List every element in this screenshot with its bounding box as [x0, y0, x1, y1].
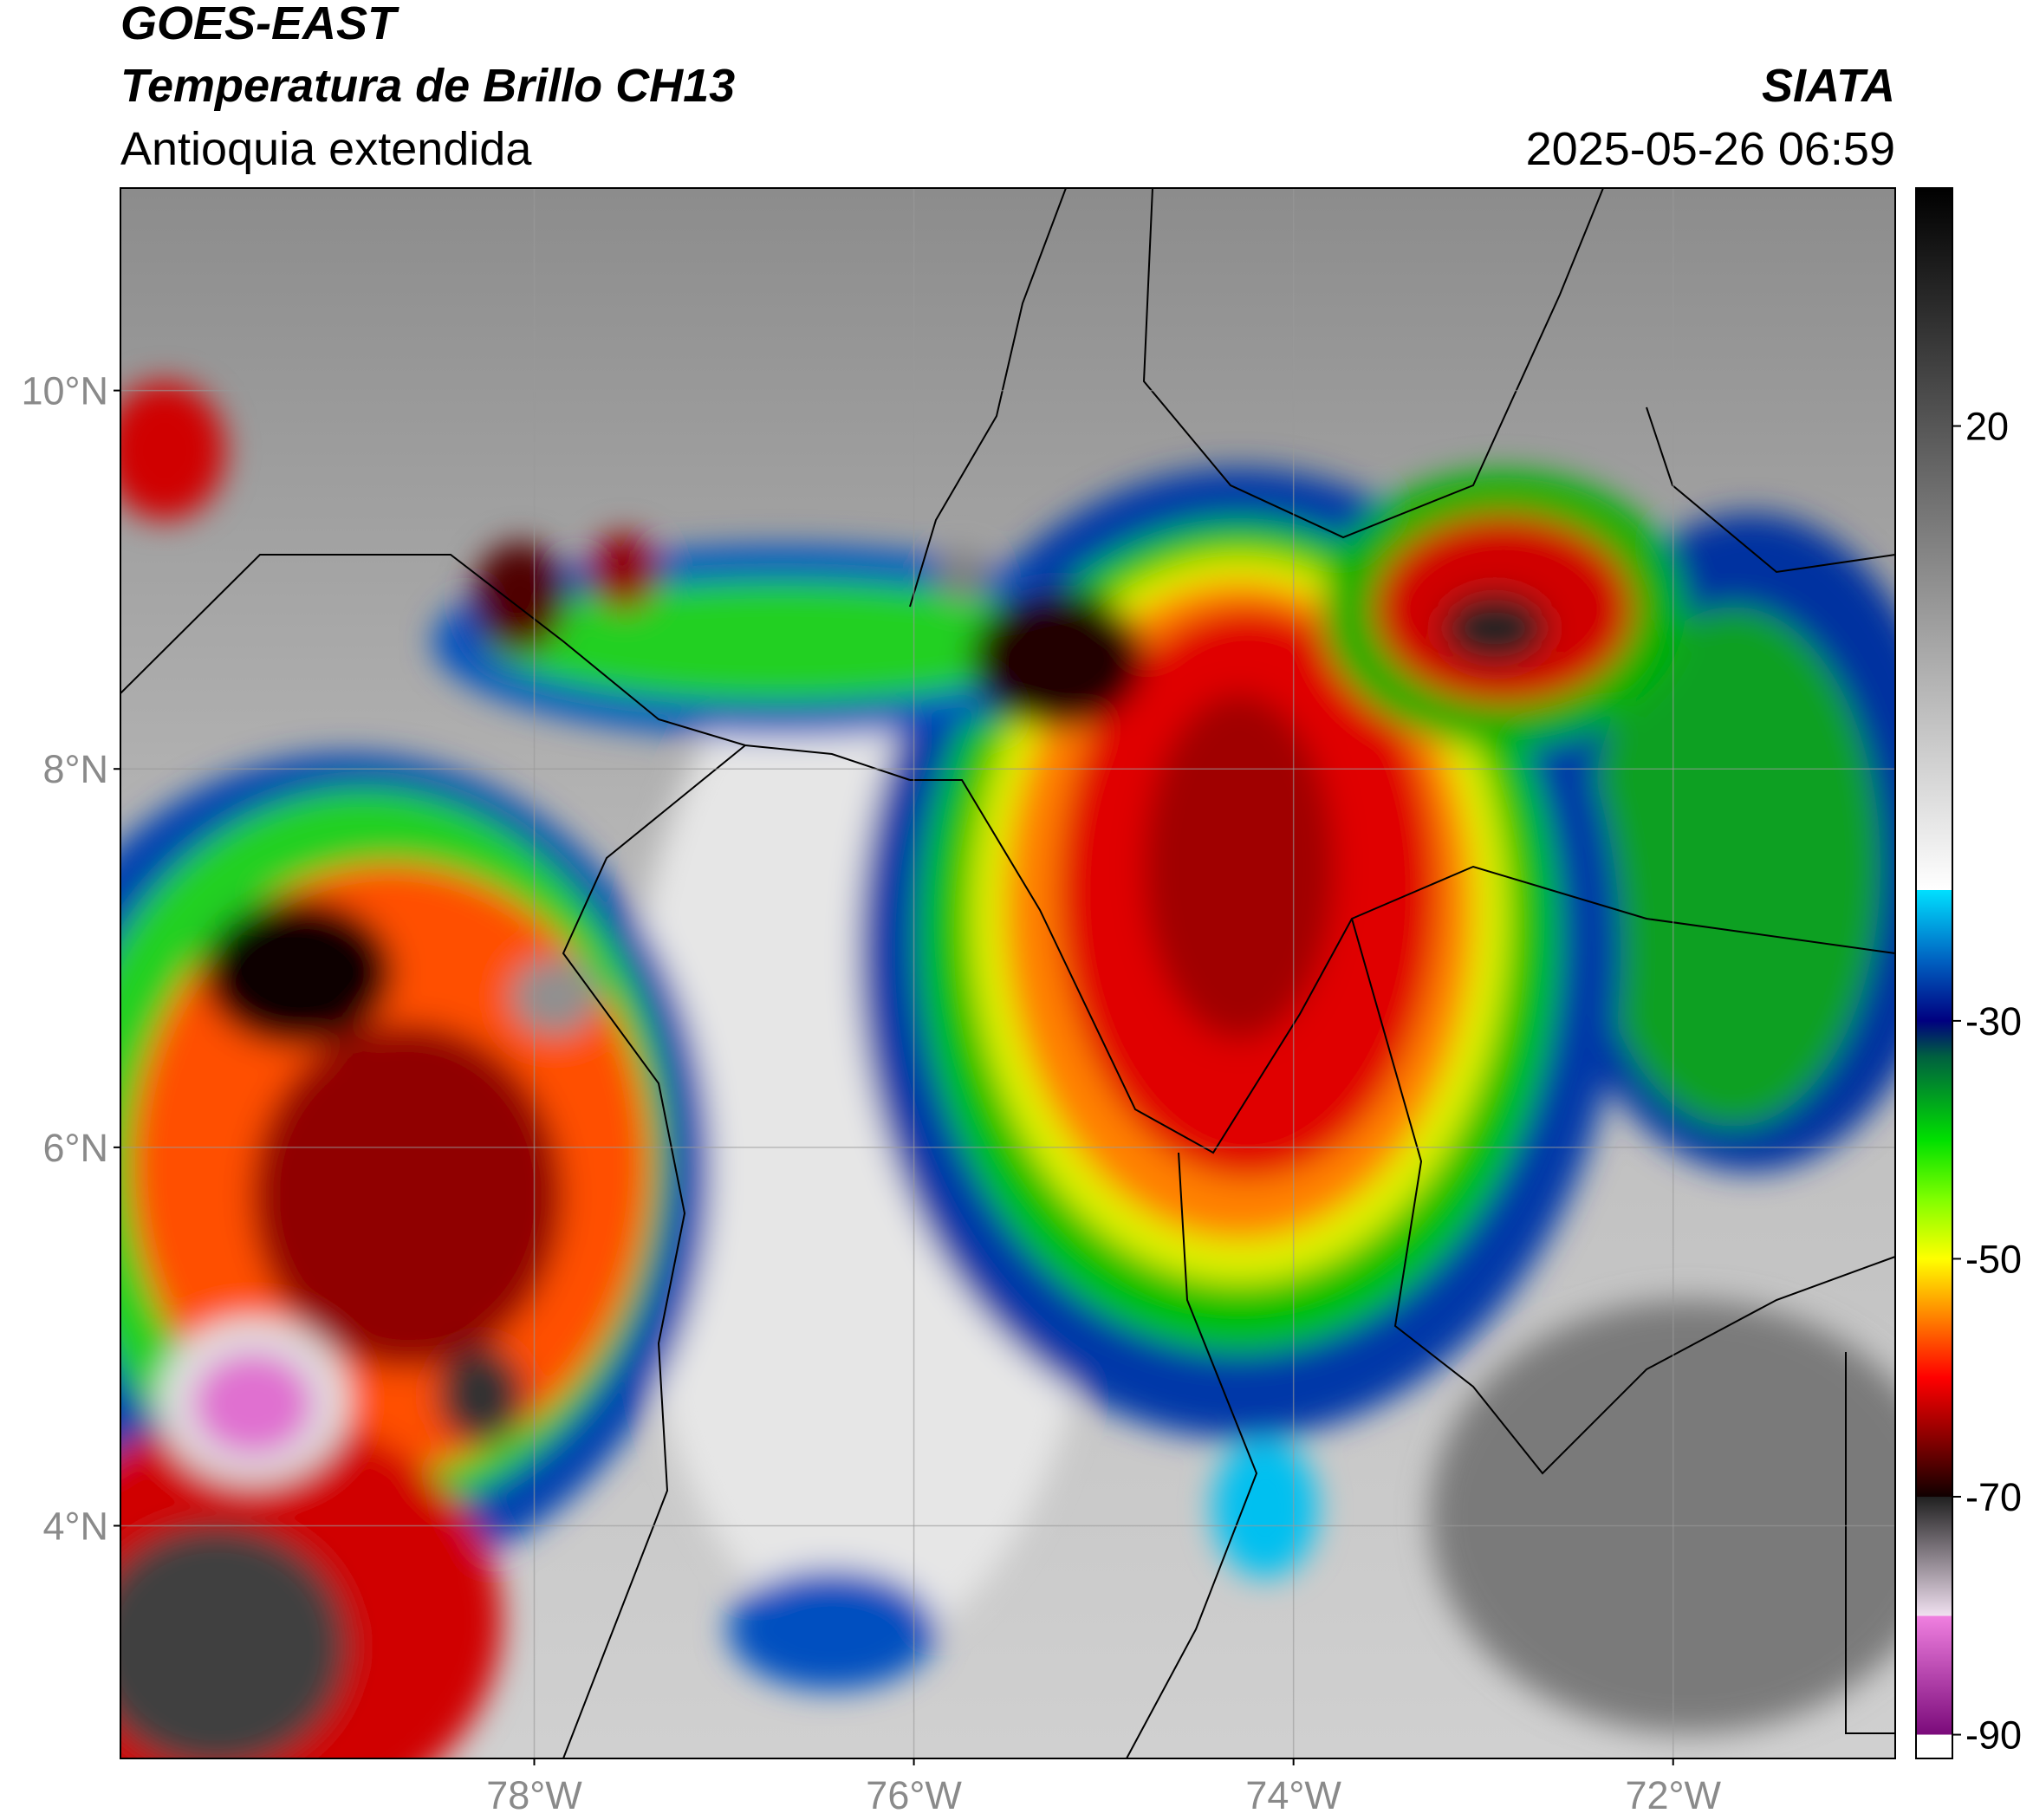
colorbar-tick-label: -70	[1965, 1475, 2022, 1519]
product: Temperatura de Brillo CH13	[120, 60, 735, 112]
region: Antioquia extendida	[120, 123, 532, 175]
colorbar-tick-label: 20	[1965, 405, 2009, 449]
datetime: 2025-05-26 06:59	[1526, 123, 1895, 175]
x-tick-label: 78°W	[486, 1773, 582, 1817]
y-tick-label: 6°N	[42, 1126, 108, 1170]
x-tick-label: 74°W	[1245, 1773, 1341, 1817]
axes: 78°W 76°W 74°W 72°W 10°N 8°N 6°N 4°N	[21, 188, 1895, 1817]
y-tick-label: 4°N	[42, 1504, 108, 1548]
colorbar	[1915, 187, 1953, 1759]
agency: SIATA	[1762, 60, 1895, 112]
colorbar-tick-label: -90	[1965, 1713, 2022, 1758]
map-frame	[120, 187, 1896, 1759]
satellite: GOES-EAST	[120, 0, 399, 49]
x-tick-label: 72°W	[1625, 1773, 1721, 1817]
colorbar-tick-label: -50	[1965, 1237, 2022, 1281]
colorbar-tick-label: -30	[1965, 999, 2022, 1043]
y-tick-label: 10°N	[21, 369, 108, 413]
satellite-image	[120, 188, 1895, 1758]
y-tick-label: 8°N	[42, 747, 108, 791]
x-tick-label: 76°W	[866, 1773, 962, 1817]
